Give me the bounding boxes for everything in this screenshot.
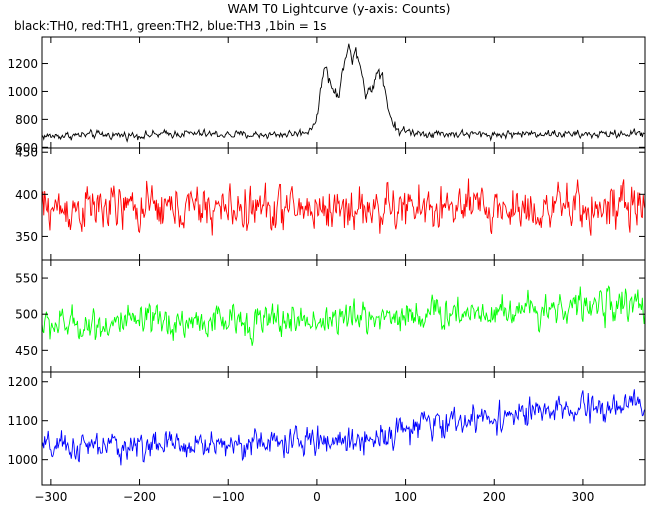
panel-TH3: 1000 1100 1200: [7, 371, 646, 486]
y-tick-label-TH0-1000: 1000: [7, 85, 38, 99]
y-tick-label-TH1-400: 400: [15, 188, 38, 202]
y-tick-label-TH2-500: 500: [15, 308, 38, 322]
x-tick-label--300: −300: [34, 490, 67, 504]
x-tick-label-100: 100: [394, 490, 417, 504]
series-line-TH1: [42, 178, 645, 236]
y-tick-label-TH3-1000: 1000: [7, 453, 38, 467]
chart-title: WAM T0 Lightcurve (y-axis: Counts): [227, 1, 450, 16]
series-line-TH3: [42, 389, 645, 466]
panel-TH2: 450 500 550: [15, 259, 646, 373]
y-tick-label-TH1-350: 350: [15, 230, 38, 244]
chart-subtitle: black:TH0, red:TH1, green:TH2, blue:TH3 …: [14, 19, 327, 33]
series-line-TH2: [42, 285, 645, 346]
panel-TH0: 600 800 1000 1200: [7, 36, 646, 155]
x-tick-label-0: 0: [313, 490, 321, 504]
y-tick-label-TH3-1100: 1100: [7, 414, 38, 428]
y-tick-label-TH0-1200: 1200: [7, 57, 38, 71]
y-tick-label-TH2-450: 450: [15, 344, 38, 358]
y-tick-label-TH0-600: 600: [15, 141, 38, 155]
x-tick-label--100: −100: [212, 490, 245, 504]
series-line-TH0: [42, 43, 645, 143]
y-tick-label-TH3-1200: 1200: [7, 375, 38, 389]
y-tick-label-TH0-800: 800: [15, 113, 38, 127]
panels-group: 6008001000120035040045045050055010001100…: [7, 36, 646, 504]
y-tick-label-TH1-450: 450: [15, 146, 38, 160]
x-tick-label-300: 300: [571, 490, 594, 504]
panel-TH1: 350 400 450: [15, 146, 646, 261]
x-tick-label--200: −200: [123, 490, 156, 504]
panel-frame-TH3: [41, 371, 646, 486]
x-tick-label-200: 200: [483, 490, 506, 504]
y-tick-label-TH2-550: 550: [15, 272, 38, 286]
